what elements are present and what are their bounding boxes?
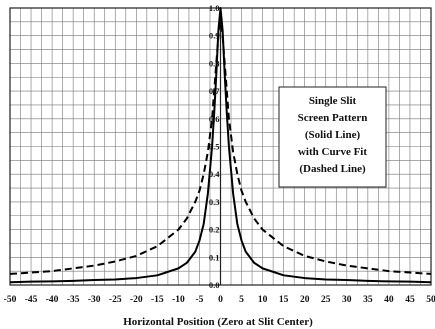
x-tick-label: 45	[405, 295, 415, 305]
annotation-line-4: with Curve Fit	[298, 146, 367, 158]
grid	[9, 7, 432, 286]
y-tick-label: 0.0	[209, 280, 220, 290]
series-group	[9, 7, 432, 284]
x-tick-label: -30	[88, 295, 101, 305]
annotation-line-2: Screen Pattern	[298, 112, 368, 124]
y-tick-label: 0.9	[209, 31, 220, 41]
x-tick-label: 15	[279, 295, 289, 305]
x-tick-label: 25	[321, 295, 331, 305]
x-tick-label: 50	[426, 295, 435, 305]
annotation-box: Single Slit Screen Pattern (Solid Line) …	[278, 86, 387, 188]
x-tick-label: -45	[25, 295, 38, 305]
x-tick-label: -5	[195, 295, 203, 305]
x-tick-label: 20	[300, 295, 310, 305]
y-tick-label: 0.5	[209, 142, 220, 152]
y-tick-label: 0.1	[209, 252, 220, 262]
annotation-frame	[278, 86, 387, 188]
x-tick-label: -10	[172, 295, 185, 305]
x-tick-label: -35	[67, 295, 80, 305]
annotation-line-1: Single Slit	[309, 95, 357, 107]
x-tick-label: -50	[4, 295, 17, 305]
annotation-line-5: (Dashed Line)	[299, 163, 366, 175]
y-tick-label: 0.4	[209, 169, 220, 179]
x-tick-label: -20	[130, 295, 143, 305]
x-tick-label: 35	[363, 295, 373, 305]
series-line-dashed	[9, 15, 432, 275]
x-axis-label: Horizontal Position (Zero at Slit Center…	[123, 316, 313, 328]
x-tick-label: -40	[46, 295, 59, 305]
y-tick-label: 1.0	[209, 3, 220, 13]
y-tick-label: 0.2	[209, 225, 220, 235]
x-tick-label: 5	[239, 295, 244, 305]
y-tick-label: 0.3	[209, 197, 220, 207]
x-tick-label: 10	[258, 295, 268, 305]
y-tick-label: 0.8	[209, 58, 220, 68]
annotation-line-3: (Solid Line)	[305, 129, 361, 141]
x-tick-label: 30	[342, 295, 352, 305]
x-tick-label: 0	[218, 295, 223, 305]
x-tick-label: -15	[151, 295, 164, 305]
series-line-solid	[9, 7, 432, 284]
x-tick-label: -25	[109, 295, 122, 305]
x-tick-label: 40	[384, 295, 394, 305]
